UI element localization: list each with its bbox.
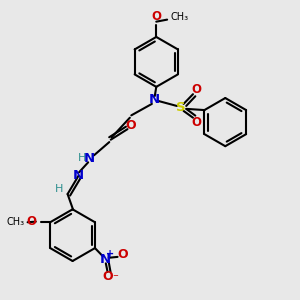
Text: N: N [84,152,95,165]
Text: CH₃: CH₃ [170,12,188,22]
Text: H: H [78,153,86,163]
Text: O: O [191,83,201,96]
Text: ⁻: ⁻ [112,273,118,283]
Text: S: S [176,101,186,114]
Text: CH₃: CH₃ [7,217,25,227]
Text: N: N [100,253,111,266]
Text: +: + [106,249,114,259]
Text: N: N [149,93,160,106]
Text: O: O [26,214,36,228]
Text: N: N [73,169,84,182]
Text: O: O [103,270,113,283]
Text: O: O [117,248,128,261]
Text: O: O [151,11,161,23]
Text: O: O [125,119,136,132]
Text: O: O [191,116,201,129]
Text: H: H [55,184,64,194]
